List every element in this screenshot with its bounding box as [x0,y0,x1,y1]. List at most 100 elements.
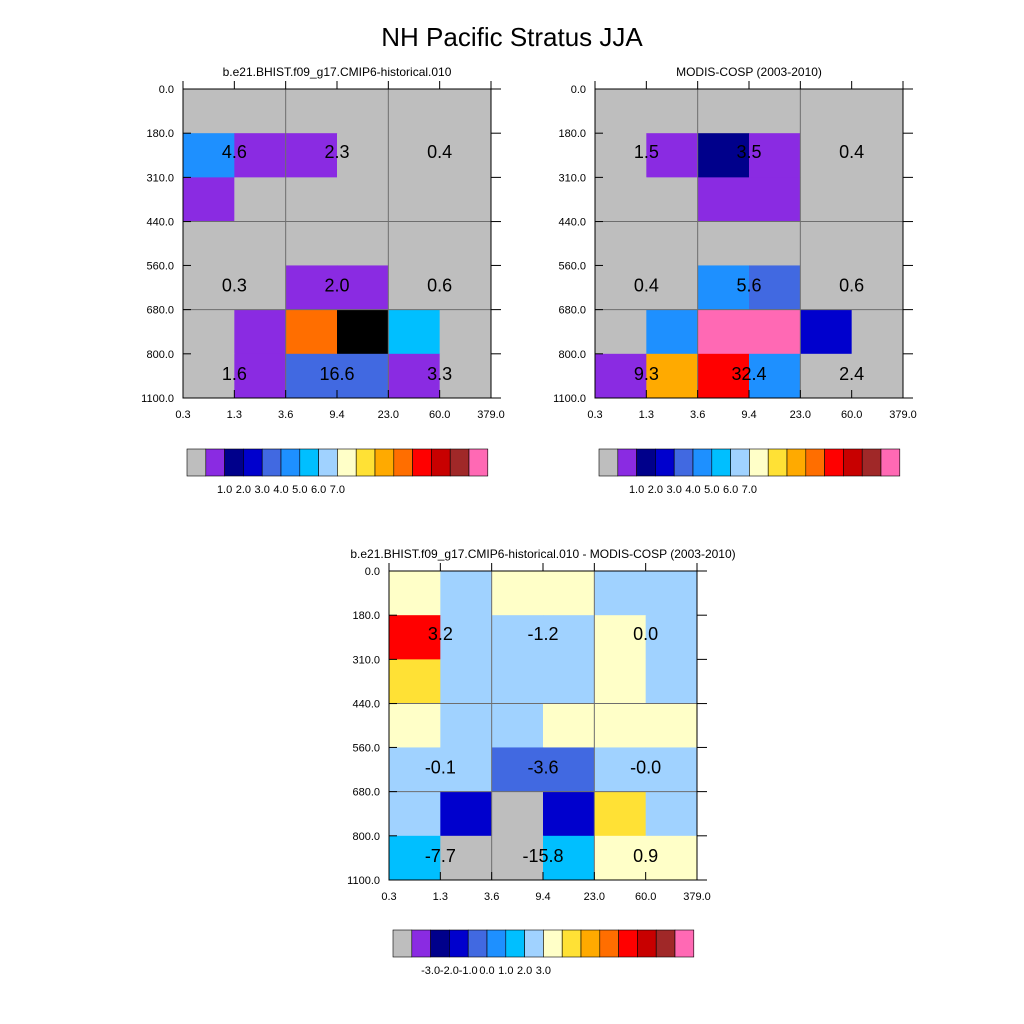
x-tick-label: 3.6 [484,891,499,903]
heatmap-cell [646,133,699,178]
colorbar-swatch [618,929,638,958]
colorbar-label: 3.0 [255,484,270,496]
y-tick-label: 440.0 [558,217,586,229]
heatmap-cell [439,309,492,355]
heatmap-cell [491,835,544,881]
panel-2: MODIS-COSP (2003-2010) 0.0 180.0 310.0 440.0… [553,65,917,496]
block-value-label: -7.7 [425,846,456,866]
heatmap-cell [595,353,647,399]
panel-title: MODIS-COSP (2003-2010) [676,65,822,79]
heatmap-cell [337,265,389,311]
colorbar-label: 7.0 [742,484,757,496]
y-tick-label: 440.0 [352,699,380,711]
x-tick-label: 23.0 [790,409,811,421]
heatmap-cell [491,571,544,616]
x-tick-label: 3.6 [690,409,705,421]
colorbar-swatch [337,448,357,477]
y-tick-label: 1100.0 [141,393,174,405]
y-tick-label: 180.0 [558,128,586,140]
block-value-label: 0.4 [427,142,452,162]
x-tick-label: 60.0 [841,409,862,421]
heatmap-cell [439,89,492,134]
block-value-label: -15.8 [522,846,563,866]
x-tick-label: 60.0 [429,409,450,421]
y-tick-label: 560.0 [352,742,380,754]
colorbar-label: 7.0 [330,484,345,496]
x-tick-label: 379.0 [683,891,711,903]
heatmap-cell [800,265,853,311]
heatmap-cell [646,221,699,266]
block-value-label: 3.5 [736,142,761,162]
heatmap-cell [389,659,441,705]
panels: b.e21.BHIST.f09_g17.CMIP6-historical.010… [141,65,917,977]
block-value-label: 2.0 [324,275,349,295]
heatmap-cell [439,177,492,223]
block-value-label: 3.3 [427,364,452,384]
heatmap-cell [749,265,801,311]
heatmap-cell [697,133,750,178]
colorbar-swatch [393,448,413,477]
heatmap-cell [645,615,698,660]
colorbar-swatch [805,448,825,477]
y-tick-label: 310.0 [352,654,380,666]
colorbar-label: 6.0 [311,484,326,496]
heatmap-cell [749,309,801,355]
x-tick-label: 0.3 [381,891,396,903]
heatmap-cell [543,791,595,837]
heatmap-cell [851,353,904,399]
heatmap-cell [183,265,235,311]
heatmap-cell [183,353,235,399]
block-value-label: 9.3 [634,364,659,384]
colorbar-swatch [655,929,676,958]
colorbar-swatch [411,929,431,958]
heatmap-cell [439,353,492,399]
colorbar-swatch [280,448,301,477]
colorbar-swatch [673,448,694,477]
block-value-label: -0.0 [630,757,661,777]
colorbar-swatch [374,448,395,477]
heatmap-cell [645,659,698,705]
block-value-label: -3.6 [527,757,558,777]
panel-1: b.e21.BHIST.f09_g17.CMIP6-historical.010… [141,65,505,496]
heatmap-cell [234,309,287,355]
heatmap-cell [645,835,698,881]
x-tick-label: 0.3 [587,409,602,421]
block-value-label: 0.4 [839,142,864,162]
colorbar-label: 2.0 [517,965,532,977]
colorbar-swatch [449,448,470,477]
heatmap-cell [234,133,287,178]
heatmap-cell [234,89,287,134]
heatmap-cell [697,221,750,266]
y-tick-label: 440.0 [146,217,174,229]
colorbar-swatch [543,929,563,958]
heatmap-cell [800,177,853,223]
block-value-label: 5.6 [736,275,761,295]
y-tick-label: 180.0 [146,128,174,140]
colorbar-swatch [412,448,432,477]
heatmap-cell [851,265,904,311]
heatmap-cell [595,89,647,134]
heatmap-cell [645,571,698,616]
y-tick-label: 310.0 [146,172,174,184]
colorbar-swatch [299,448,319,477]
block-value-label: 2.4 [839,364,864,384]
heatmap-cell [440,791,493,837]
block-value-label: 0.4 [634,275,659,295]
y-tick-label: 1100.0 [553,393,586,405]
heatmap-cell [595,265,647,311]
heatmap-cell [285,221,338,266]
block-value-label: 0.6 [839,275,864,295]
colorbar-swatch [486,929,507,958]
colorbar-swatch [767,448,788,477]
colorbar-swatch [467,929,488,958]
y-tick-label: 560.0 [558,260,586,272]
heatmap-cell [388,309,441,355]
heatmap-cell [285,265,338,311]
y-tick-label: 800.0 [558,349,586,361]
heatmap-cell [800,133,853,178]
heatmap-cell [183,221,235,266]
colorbar-swatch [580,929,601,958]
heatmap-cell [388,265,441,311]
heatmap-cell [439,221,492,266]
